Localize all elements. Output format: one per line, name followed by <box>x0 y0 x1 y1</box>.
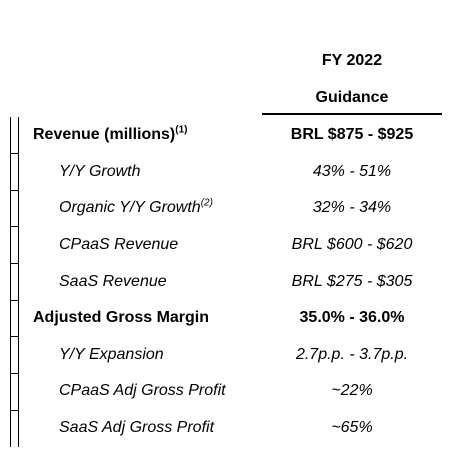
row-bracket-tick <box>11 190 18 191</box>
row-bracket-tick <box>11 336 18 337</box>
row-bracket-tick <box>11 226 18 227</box>
row-label: Y/Y Growth <box>59 163 141 180</box>
table-row-saas-revenue: SaaS Revenue BRL $275 - $305 <box>0 264 463 301</box>
table-row-yy-growth: Y/Y Growth 43% - 51% <box>0 154 463 191</box>
table-row-organic-growth: Organic Y/Y Growth(2) 32% - 34% <box>0 190 463 227</box>
row-label: Organic Y/Y Growth(2) <box>59 197 213 216</box>
table-row-yy-expansion: Y/Y Expansion 2.7p.p. - 3.7p.p. <box>0 337 463 374</box>
row-label: SaaS Adj Gross Profit <box>59 419 215 436</box>
header-divider <box>262 113 442 115</box>
row-value: 32% - 34% <box>312 199 392 216</box>
row-value: BRL $875 - $925 <box>290 126 414 143</box>
row-label: SaaS Revenue <box>59 273 167 290</box>
table-row-revenue: Revenue (millions)(1) BRL $875 - $925 <box>0 117 463 154</box>
row-bracket-tick <box>11 153 18 154</box>
row-value: 2.7p.p. - 3.7p.p. <box>295 346 409 363</box>
table-row-adjusted-gross-margin: Adjusted Gross Margin 35.0% - 36.0% <box>0 300 463 337</box>
row-label: CPaaS Revenue <box>59 236 179 253</box>
row-bracket-tick <box>11 410 18 411</box>
row-value: 43% - 51% <box>312 163 392 180</box>
table-row-saas-gross-profit: SaaS Adj Gross Profit ~65% <box>0 410 463 447</box>
row-value: 35.0% - 36.0% <box>299 309 405 326</box>
row-bracket-tick <box>11 373 18 374</box>
row-bracket-tick <box>11 300 18 301</box>
row-value: ~22% <box>331 382 373 399</box>
row-value: BRL $275 - $305 <box>291 273 413 290</box>
footnote-marker: (1) <box>175 124 188 136</box>
row-bracket-tick <box>11 263 18 264</box>
row-label: CPaaS Adj Gross Profit <box>59 382 226 399</box>
row-bracket <box>10 117 19 447</box>
row-value: ~65% <box>331 419 373 436</box>
table-row-cpaas-revenue: CPaaS Revenue BRL $600 - $620 <box>0 227 463 264</box>
footnote-marker: (2) <box>200 197 213 209</box>
column-header-year: FY 2022 <box>321 52 383 69</box>
row-label: Adjusted Gross Margin <box>33 309 210 326</box>
column-header-guidance: Guidance <box>315 89 389 106</box>
row-value: BRL $600 - $620 <box>291 236 413 253</box>
table-row-cpaas-gross-profit: CPaaS Adj Gross Profit ~22% <box>0 373 463 410</box>
row-label: Revenue (millions)(1) <box>33 124 188 143</box>
row-label: Y/Y Expansion <box>59 346 164 363</box>
